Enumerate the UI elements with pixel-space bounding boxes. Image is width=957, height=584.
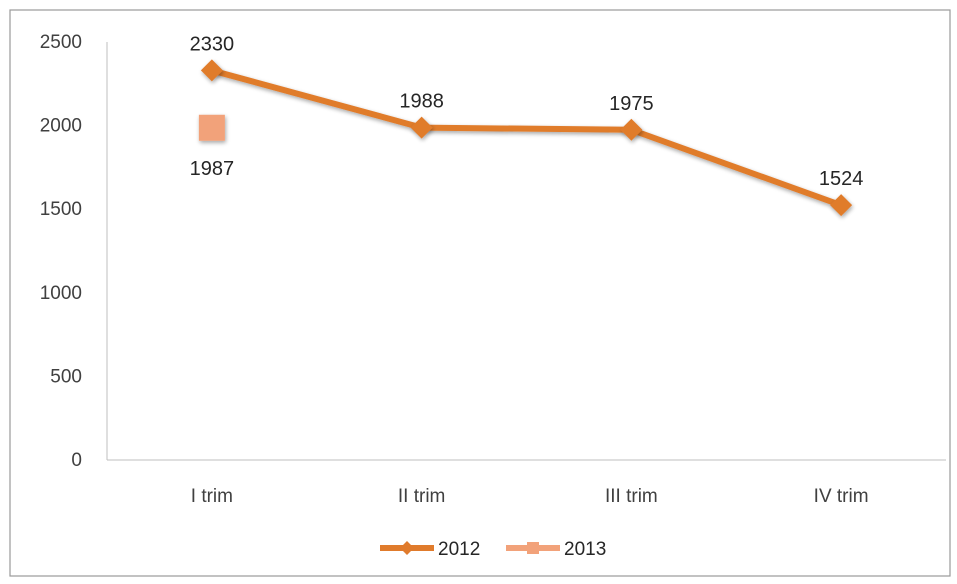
data-point	[410, 116, 433, 139]
x-tick-label: III trim	[605, 486, 658, 507]
legend-marker	[527, 542, 539, 554]
data-label: 1975	[609, 93, 654, 115]
data-point	[620, 118, 643, 141]
legend-label: 2013	[564, 539, 606, 560]
data-point	[200, 59, 223, 82]
series-2013: 1987	[190, 114, 235, 180]
data-point	[830, 194, 853, 217]
data-label: 1988	[399, 91, 444, 113]
y-tick-label: 1000	[40, 283, 82, 304]
y-tick-label: 0	[71, 450, 82, 471]
legend-item-2012: 2012	[380, 539, 480, 560]
x-tick-label: II trim	[398, 486, 446, 507]
y-tick-label: 500	[50, 366, 82, 387]
x-tick-labels: I trim II trim III trim IV trim	[191, 486, 869, 507]
y-tick-labels: 0 500 1000 1500 2000 2500	[40, 32, 82, 471]
y-tick-label: 2500	[40, 32, 82, 53]
y-tick-label: 2000	[40, 116, 82, 137]
data-label: 1524	[819, 168, 864, 190]
series-line	[208, 67, 845, 209]
series-2012: 2330 1988 1975 1524	[190, 33, 864, 217]
legend-label: 2012	[438, 539, 480, 560]
series-layer: 2330 1988 1975 1524 1987	[190, 33, 864, 217]
x-tick-label: IV trim	[814, 486, 869, 507]
legend: 2012 2013	[380, 539, 606, 560]
chart-border	[9, 9, 951, 577]
y-tick-label: 1500	[40, 199, 82, 220]
legend-marker	[400, 541, 414, 555]
legend-item-2013: 2013	[506, 539, 606, 560]
data-label: 2330	[190, 33, 235, 55]
x-tick-label: I trim	[191, 486, 233, 507]
data-label: 1987	[190, 158, 235, 180]
data-point	[198, 114, 225, 141]
